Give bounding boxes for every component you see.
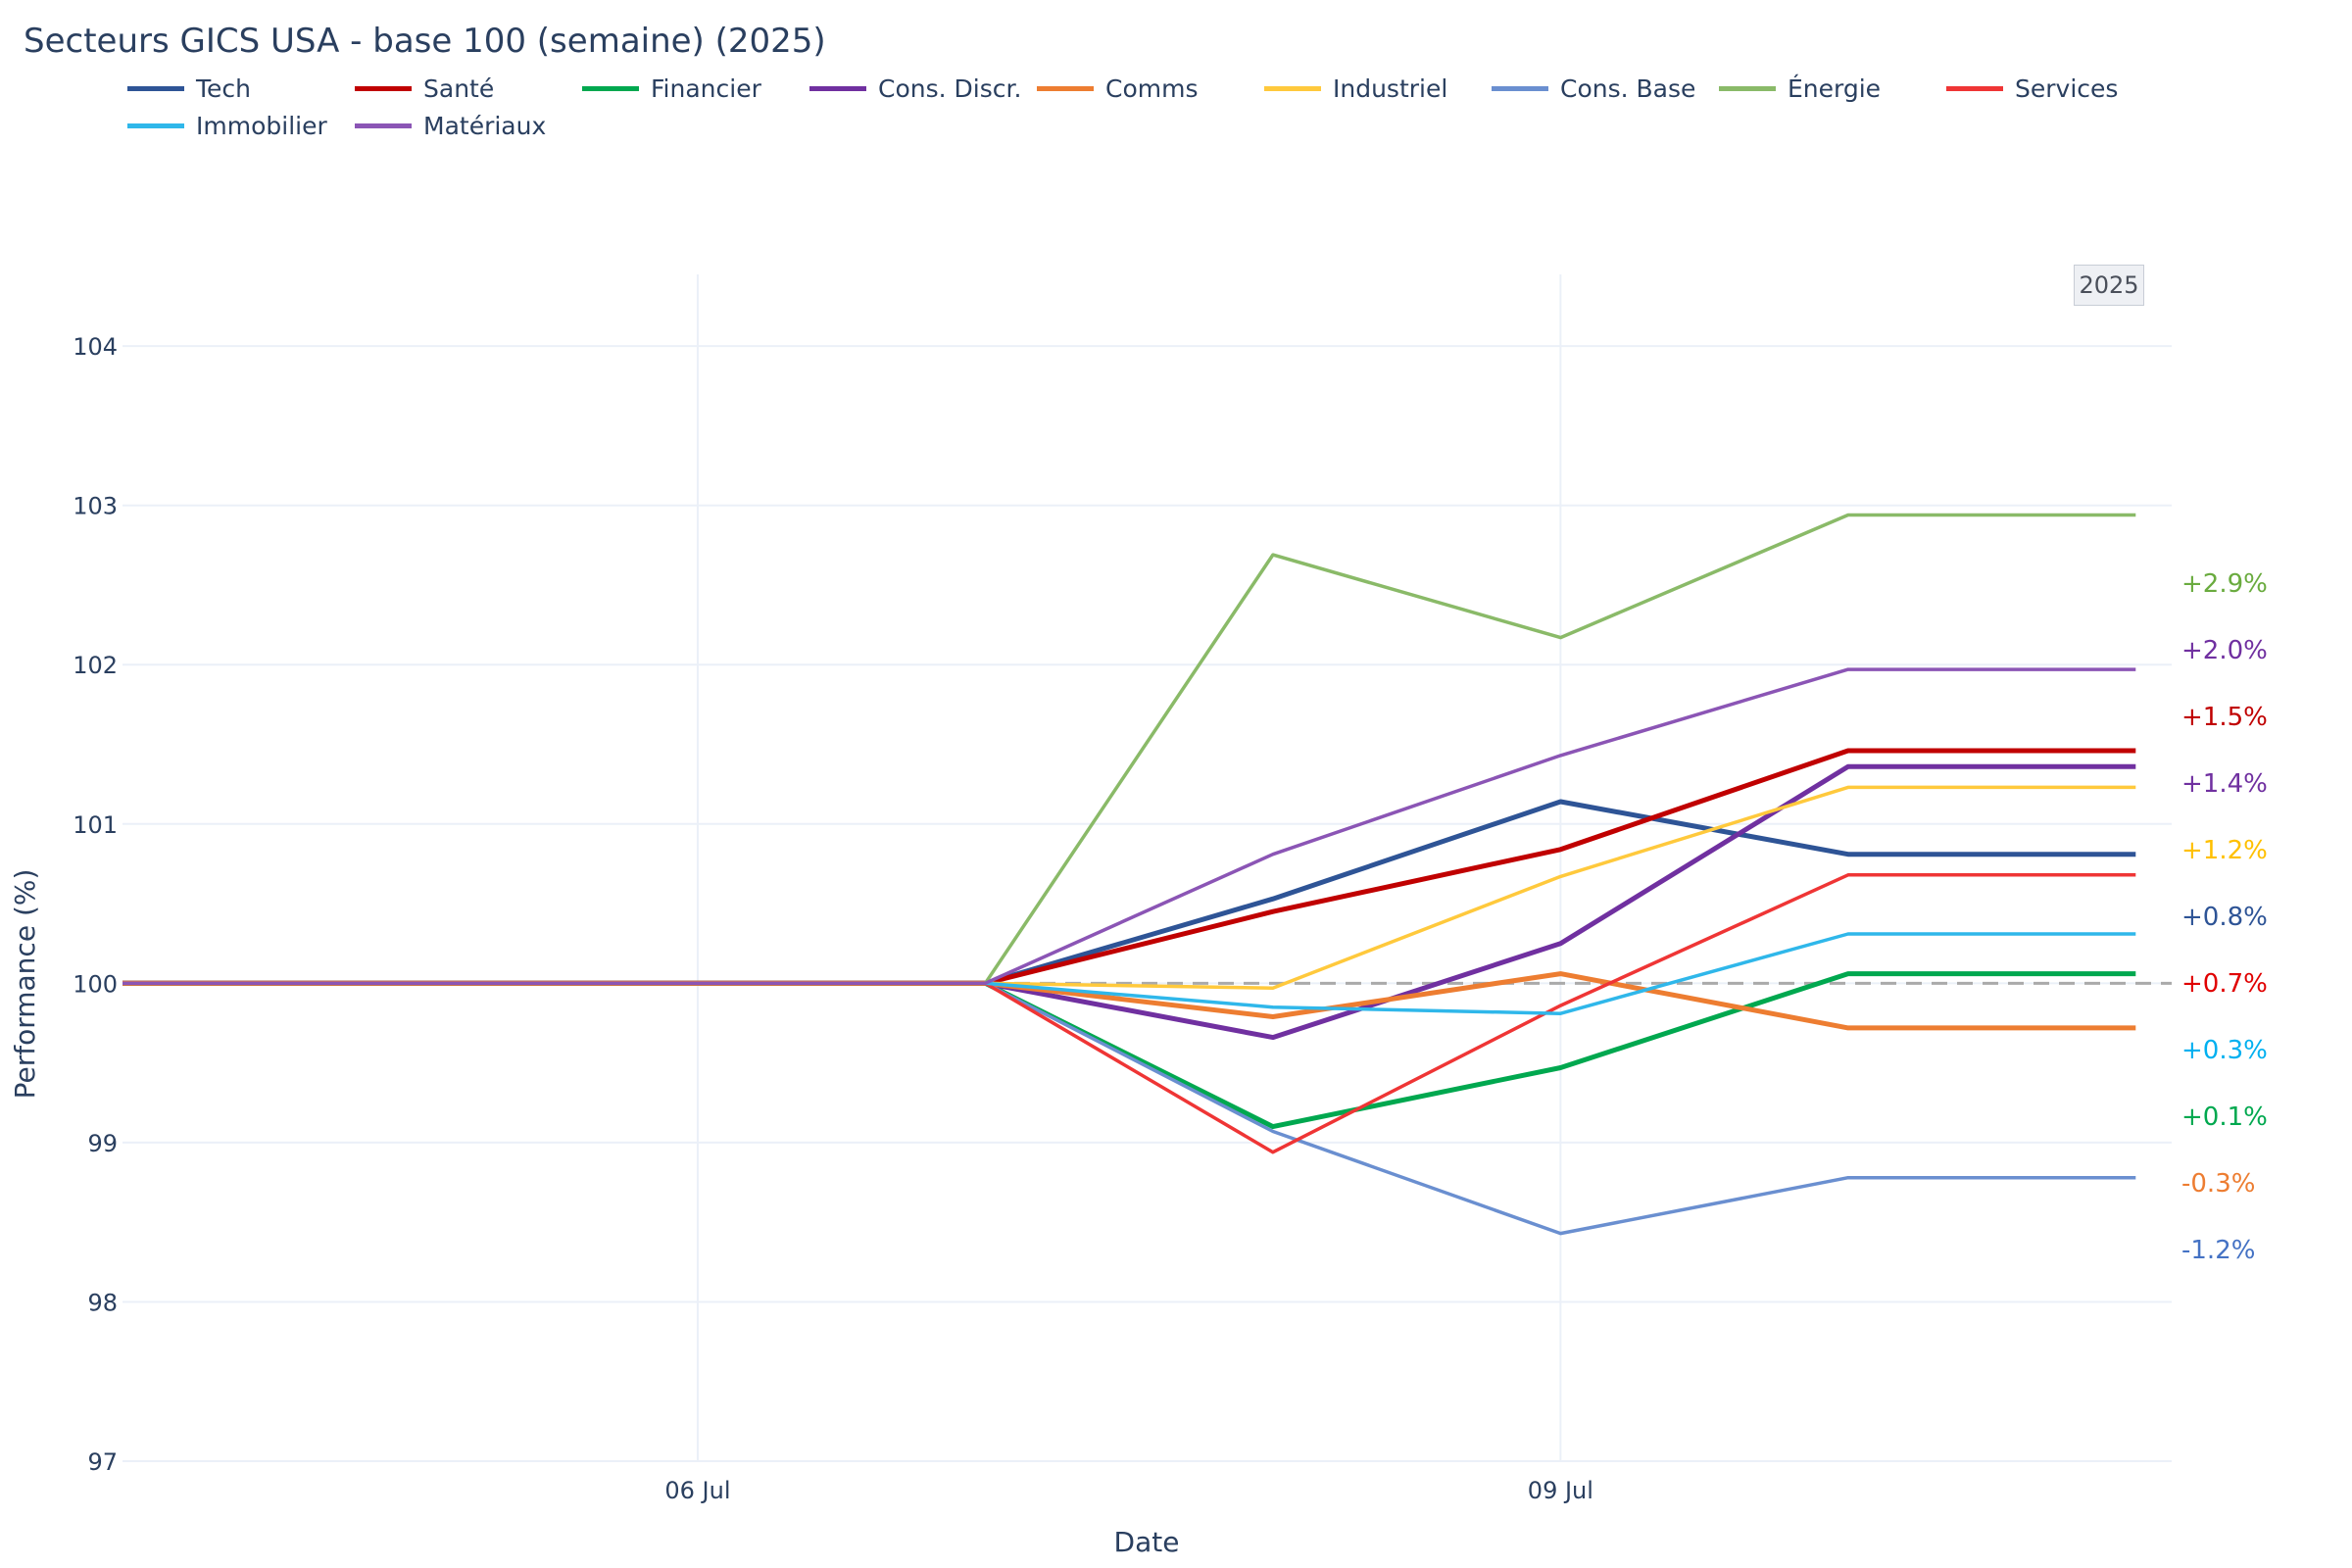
series-line-santé[interactable] bbox=[122, 748, 2136, 986]
legend-item[interactable]: Services bbox=[1946, 74, 2118, 103]
legend-swatch bbox=[355, 123, 412, 128]
series-line-cons-base[interactable] bbox=[122, 981, 2136, 1236]
end-label: +0.8% bbox=[2181, 903, 2268, 932]
end-label: +1.2% bbox=[2181, 836, 2268, 865]
y-tick-label: 98 bbox=[87, 1289, 118, 1316]
legend-item[interactable]: Cons. Discr. bbox=[809, 74, 1021, 103]
legend-label: Comms bbox=[1105, 74, 1199, 103]
legend-item[interactable]: Énergie bbox=[1719, 74, 1881, 103]
series-line-énergie[interactable] bbox=[122, 513, 2136, 986]
y-tick-label: 97 bbox=[87, 1448, 118, 1476]
legend-item[interactable]: Immobilier bbox=[127, 112, 327, 140]
end-label: +2.9% bbox=[2181, 569, 2268, 599]
y-tick-label: 101 bbox=[73, 811, 118, 839]
legend-swatch bbox=[127, 86, 184, 91]
legend-swatch bbox=[1492, 86, 1548, 91]
legend-item[interactable]: Cons. Base bbox=[1492, 74, 1695, 103]
legend-label: Matériaux bbox=[423, 112, 547, 140]
legend-item[interactable]: Matériaux bbox=[355, 112, 546, 140]
legend-item[interactable]: Santé bbox=[355, 74, 494, 103]
y-tick-label: 104 bbox=[73, 333, 118, 361]
x-tick-label: 06 Jul bbox=[664, 1477, 730, 1504]
legend-item[interactable]: Tech bbox=[127, 74, 251, 103]
legend-label: Santé bbox=[423, 74, 495, 103]
x-tick-label: 09 Jul bbox=[1528, 1477, 1593, 1504]
legend-label: Services bbox=[2015, 74, 2119, 103]
series-line-matériaux[interactable] bbox=[122, 667, 2136, 986]
end-label: -0.3% bbox=[2181, 1169, 2255, 1199]
chart-title: Secteurs GICS USA - base 100 (semaine) (… bbox=[24, 22, 826, 61]
legend-swatch bbox=[1264, 86, 1321, 91]
end-label: -1.2% bbox=[2181, 1236, 2255, 1265]
legend-label: Industriel bbox=[1333, 74, 1448, 103]
year-badge[interactable]: 2025 bbox=[2074, 265, 2144, 306]
legend-label: Cons. Discr. bbox=[878, 74, 1022, 103]
x-axis-ticks: 06 Jul 09 Jul bbox=[664, 1477, 1593, 1504]
series-line-tech[interactable] bbox=[122, 799, 2136, 986]
grid-lines bbox=[122, 274, 2172, 1462]
end-label: +0.7% bbox=[2181, 969, 2268, 999]
legend-label: Énergie bbox=[1788, 74, 1882, 103]
legend-swatch bbox=[1946, 86, 2003, 91]
legend-swatch bbox=[127, 123, 184, 128]
legend-swatch bbox=[809, 86, 866, 91]
legend-item[interactable]: Industriel bbox=[1264, 74, 1447, 103]
legend-label: Financier bbox=[651, 74, 761, 103]
end-labels: +2.9% +2.0% +1.5% +1.4% +1.2% +0.8% +0.7% +0.3%… bbox=[2181, 569, 2268, 1265]
legend-item[interactable]: Comms bbox=[1037, 74, 1198, 103]
legend-swatch bbox=[355, 86, 412, 91]
end-label: +1.5% bbox=[2181, 703, 2268, 732]
y-tick-label: 99 bbox=[87, 1130, 118, 1157]
legend-swatch bbox=[1719, 86, 1776, 91]
series-line-industriel[interactable] bbox=[122, 785, 2136, 990]
x-axis-title: Date bbox=[1114, 1526, 1180, 1558]
legend-swatch bbox=[582, 86, 639, 91]
legend-label: Cons. Base bbox=[1560, 74, 1696, 103]
series-line-services[interactable] bbox=[122, 873, 2136, 1154]
y-tick-label: 103 bbox=[73, 493, 118, 520]
end-label: +0.1% bbox=[2181, 1102, 2268, 1132]
end-label: +2.0% bbox=[2181, 636, 2268, 665]
legend-item[interactable]: Financier bbox=[582, 74, 761, 103]
legend-swatch bbox=[1037, 86, 1094, 91]
series-lines bbox=[122, 513, 2136, 1236]
y-axis-title: Performance (%) bbox=[9, 869, 41, 1100]
end-label: +1.4% bbox=[2181, 769, 2268, 799]
y-tick-label: 100 bbox=[73, 970, 118, 998]
y-tick-label: 102 bbox=[73, 652, 118, 679]
legend-label: Tech bbox=[196, 74, 251, 103]
legend-label: Immobilier bbox=[196, 112, 327, 140]
end-label: +0.3% bbox=[2181, 1036, 2268, 1065]
y-axis-ticks: 97 98 99 100 101 102 103 104 bbox=[73, 333, 118, 1476]
